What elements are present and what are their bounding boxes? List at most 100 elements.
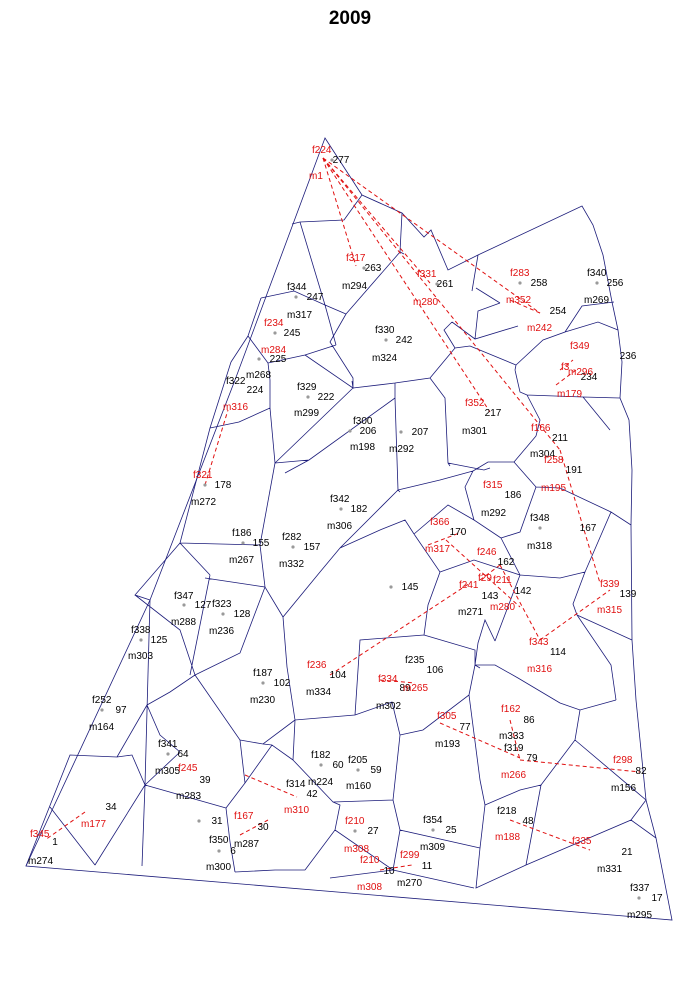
tree-label: 34 — [105, 802, 117, 813]
location-point — [435, 282, 439, 286]
tree-label: 59 — [370, 765, 382, 776]
movement-label: f245 — [178, 763, 198, 774]
movement-arrow — [204, 409, 229, 486]
tree-label: 127 — [195, 600, 212, 611]
location-point — [221, 612, 225, 616]
movement-arrow — [322, 157, 357, 267]
tree-label: 234 — [581, 372, 598, 383]
movement-label: f3 — [561, 362, 570, 373]
location-point — [384, 338, 388, 342]
location-point — [241, 541, 245, 545]
tree-label: 106 — [427, 665, 444, 676]
sex-label: f322 — [226, 376, 246, 387]
tree-label: 6 — [230, 846, 236, 857]
sex-label: m334 — [306, 687, 331, 698]
sex-label: f338 — [131, 625, 151, 636]
page-title: 2009 — [328, 8, 372, 29]
location-point — [257, 357, 261, 361]
movement-label: f29 — [478, 573, 492, 584]
movement-label: m195 — [541, 483, 566, 494]
sex-label: m274 — [28, 856, 53, 867]
sex-label: m283 — [176, 791, 201, 802]
sex-label: m294 — [342, 281, 367, 292]
movement-label: m242 — [527, 323, 552, 334]
location-point — [182, 603, 186, 607]
movement-label: f167 — [234, 811, 254, 822]
movement-label: f305 — [437, 711, 457, 722]
tree-label: 236 — [620, 351, 637, 362]
cell-edges — [25, 194, 657, 889]
sex-label: m333 — [499, 731, 524, 742]
movement-label: f211 — [493, 575, 512, 586]
tree-label: 261 — [437, 279, 454, 290]
location-points — [100, 158, 641, 900]
sex-label: f354 — [423, 815, 443, 826]
sex-label: m198 — [350, 442, 375, 453]
movement-arrow — [559, 449, 601, 584]
tree-label: 143 — [482, 591, 499, 602]
movement-label: m317 — [425, 544, 450, 555]
tree-label: 104 — [330, 670, 347, 681]
movement-arrow — [509, 299, 541, 314]
location-point — [538, 526, 542, 530]
location-point — [389, 585, 393, 589]
sex-label: m160 — [346, 781, 371, 792]
tree-label: 102 — [274, 678, 291, 689]
movement-label: f366 — [430, 517, 450, 528]
location-point — [339, 507, 343, 511]
location-point — [518, 281, 522, 285]
sex-label: m164 — [89, 722, 114, 733]
movement-label: f234 — [264, 318, 284, 329]
location-point — [100, 708, 104, 712]
sex-label: m309 — [420, 842, 445, 853]
movement-label: f210 — [345, 816, 365, 827]
tree-label: 30 — [257, 822, 269, 833]
movement-arrow — [509, 819, 591, 851]
tree-label: 162 — [498, 557, 515, 568]
tree-label: 170 — [450, 527, 467, 538]
movement-label: m266 — [501, 770, 526, 781]
tree-label: 114 — [550, 647, 566, 658]
movement-label: f162 — [501, 704, 521, 715]
sex-label: m304 — [530, 449, 555, 460]
sex-label: m332 — [279, 559, 304, 570]
tree-label: 191 — [566, 465, 583, 476]
movement-label: f321 — [193, 470, 213, 481]
location-point — [431, 828, 435, 832]
tree-label: 142 — [515, 586, 532, 597]
sex-label: m305 — [155, 766, 180, 777]
sex-label: m268 — [246, 370, 271, 381]
movement-label: m284 — [261, 345, 286, 356]
tree-label: 277 — [333, 155, 350, 166]
tree-label: 77 — [459, 722, 471, 733]
tree-label: 263 — [365, 263, 382, 274]
sex-label: f282 — [282, 532, 302, 543]
sex-label: f252 — [92, 695, 112, 706]
sex-label: m156 — [611, 783, 636, 794]
tree-label: 17 — [651, 893, 663, 904]
movement-label: m308 — [344, 844, 369, 855]
movement-label: f343 — [529, 637, 549, 648]
tree-label: 97 — [115, 705, 127, 716]
sex-label: f300 — [353, 416, 373, 427]
movement-label: m265 — [403, 683, 428, 694]
movement-arrow — [322, 157, 541, 314]
movement-arrow — [322, 157, 491, 413]
sex-label: m271 — [458, 607, 483, 618]
sex-label: m301 — [462, 426, 487, 437]
movement-label: f210 — [360, 855, 380, 866]
tree-label: 247 — [307, 292, 324, 303]
sex-label: f344 — [287, 282, 307, 293]
sex-label: m292 — [481, 508, 506, 519]
sex-label: m224 — [308, 777, 333, 788]
location-point — [217, 849, 221, 853]
tree-label: 222 — [318, 392, 335, 403]
tree-label: 39 — [199, 775, 211, 786]
tree-label: 27 — [367, 826, 379, 837]
sex-label: f330 — [375, 325, 395, 336]
movement-arrow — [379, 679, 416, 684]
sex-label: m193 — [435, 739, 460, 750]
movement-label: f345 — [30, 829, 50, 840]
movement-label: f339 — [600, 579, 620, 590]
